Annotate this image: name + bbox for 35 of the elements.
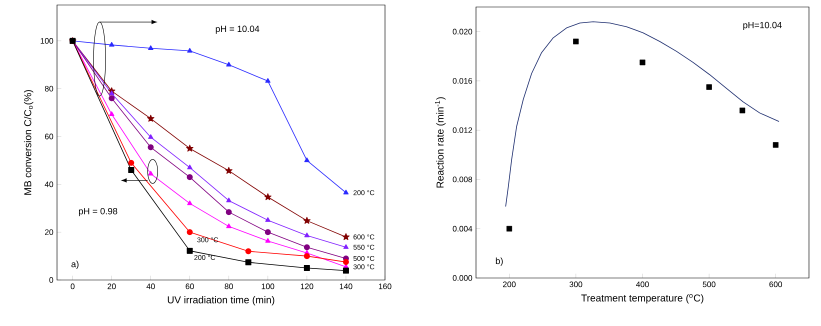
x-tick-label: 300 — [570, 282, 582, 288]
x-tick-label: 500 — [702, 282, 716, 288]
x-axis-title: UV irradiation time (min) — [168, 296, 274, 306]
y-tick-label: 40 — [44, 182, 54, 188]
y-tick-label: 0 — [49, 277, 54, 283]
y-tick-label: 0.012 — [452, 127, 472, 134]
x-tick-label: 400 — [636, 282, 649, 288]
y-tick-label: 0.020 — [452, 28, 472, 34]
y-tick-label: 0.008 — [452, 176, 472, 182]
y-tick-label: 0.016 — [452, 78, 472, 84]
x-tick-label: 120 — [300, 284, 314, 290]
annotation: pH = 0.98 — [78, 208, 118, 216]
x-axis-title: Treatment temperature ($^{o}$C) — [581, 294, 704, 304]
y-tick-label: 60 — [44, 134, 54, 140]
annotation: pH=10.04 — [743, 22, 782, 30]
y-tick-label: 0.004 — [452, 226, 472, 232]
annotation: a) — [71, 260, 78, 270]
y-tick-label: 80 — [44, 86, 54, 92]
x-tick-label: 140 — [340, 284, 352, 290]
x-tick-label: 0 — [70, 284, 75, 290]
y-axis-title: MB conversion C/C$_{o}$(%) — [24, 90, 34, 195]
annotation: b) — [496, 258, 503, 266]
y-tick-label: 100 — [40, 38, 54, 44]
x-tick-label: 100 — [262, 284, 274, 290]
x-tick-label: 600 — [769, 282, 782, 288]
x-tick-label: 60 — [186, 284, 194, 290]
y-tick-label: 20 — [44, 229, 54, 235]
x-tick-label: 80 — [224, 284, 233, 290]
annotation: pH = 10.04 — [216, 26, 260, 34]
x-tick-label: 200 — [503, 282, 516, 288]
x-tick-label: 20 — [108, 284, 116, 290]
x-tick-label: 160 — [378, 284, 392, 290]
x-tick-label: 40 — [146, 284, 155, 290]
y-axis-title: Reaction rate (min$^{-1}$) — [435, 97, 446, 188]
y-tick-label: 0.000 — [452, 275, 472, 281]
